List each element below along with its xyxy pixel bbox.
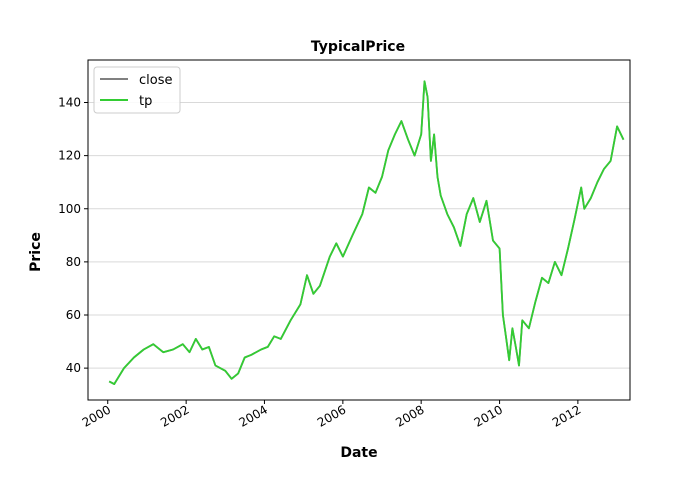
plot-area	[87, 59, 631, 401]
y-tick-label: 40	[66, 361, 81, 375]
y-tick-label: 60	[66, 308, 81, 322]
y-tick-label: 80	[66, 255, 81, 269]
y-axis-ticks: 40 60 80 100 120 140	[58, 96, 88, 375]
series-line-tp	[108, 80, 625, 386]
series-lines	[108, 80, 625, 386]
y-axis-title: Price	[28, 232, 44, 272]
chart-title: TypicalPrice	[311, 39, 405, 55]
legend: close tp	[93, 66, 181, 114]
y-tick-label: 100	[58, 202, 81, 216]
grid-lines	[88, 102, 630, 369]
y-tick-label: 120	[58, 149, 81, 163]
legend-label-close: close	[139, 73, 172, 88]
y-tick-label: 140	[58, 96, 81, 110]
x-axis-title: Date	[340, 445, 377, 461]
legend-label-tp: tp	[139, 94, 152, 109]
